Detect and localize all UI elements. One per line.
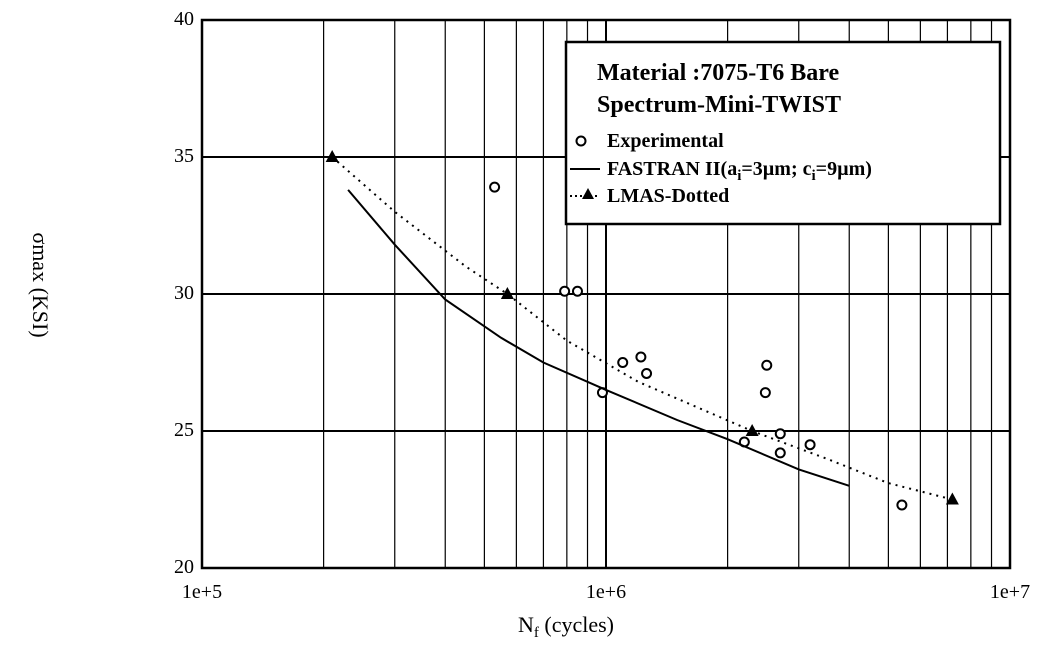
y-tick-labels: 20 25 30 35 40 <box>174 8 194 578</box>
experimental-point <box>571 285 583 297</box>
y-axis-label: σmax (KSI) <box>28 232 53 337</box>
y-tick-label: 30 <box>174 282 194 304</box>
experimental-point <box>617 357 629 368</box>
experimental-point <box>759 387 771 399</box>
experimental-point <box>774 447 786 459</box>
legend-experimental-label: Experimental <box>607 130 724 152</box>
y-tick-label: 25 <box>174 419 194 441</box>
x-tick-label: 1e+6 <box>586 581 626 603</box>
plot-frame <box>200 18 1012 570</box>
experimental-point <box>559 285 571 297</box>
legend-title-line1: Material :7075-T6 Bare <box>597 60 840 86</box>
legend-box <box>564 40 1002 226</box>
experimental-point <box>896 499 908 511</box>
legend-title-line2: Spectrum-Mini-TWIST <box>597 92 841 118</box>
lmas-marker <box>325 150 339 162</box>
experimental-point <box>761 359 773 371</box>
lmas-marker <box>500 287 514 299</box>
x-axis-label: Nf (cycles) <box>518 612 614 641</box>
legend: Material :7075-T6 Bare Spectrum-Mini-TWI… <box>564 40 1002 226</box>
experimental-point <box>635 351 647 363</box>
y-tick-label: 35 <box>174 145 194 167</box>
y-tick-label: 40 <box>174 8 194 30</box>
lmas-curve <box>331 156 953 501</box>
x-tick-labels: 1e+5 1e+6 1e+7 <box>182 581 1030 603</box>
lmas-marker <box>745 424 759 436</box>
experimental-point <box>641 367 653 379</box>
legend-lmas-marker <box>582 188 594 199</box>
lmas-marker <box>945 492 959 505</box>
legend-fastran-label: FASTRAN II(ai=3µm; ci=9µm) <box>607 158 872 184</box>
x-tick-label: 1e+5 <box>182 581 222 603</box>
legend-lmas-label: LMAS-Dotted <box>607 185 729 207</box>
legend-experimental-marker <box>575 135 587 147</box>
y-tick-label: 20 <box>174 556 194 578</box>
experimental-point <box>804 439 816 451</box>
experimental-point <box>774 428 786 440</box>
experimental-point <box>489 181 501 193</box>
series-layer <box>325 150 959 511</box>
fastran-curve <box>347 189 850 487</box>
x-tick-label: 1e+7 <box>990 581 1030 603</box>
